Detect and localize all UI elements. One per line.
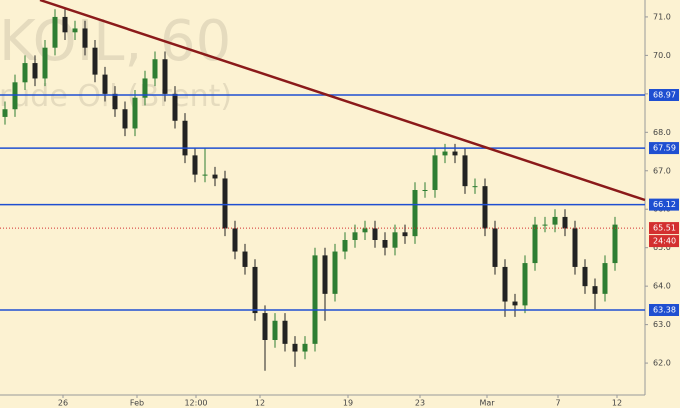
candle-body — [32, 63, 38, 79]
candle-body — [532, 224, 538, 264]
x-tick-label: 26 — [58, 399, 68, 408]
y-tick-label: 64.0 — [653, 282, 671, 291]
candle-body — [592, 286, 598, 294]
candle-body — [332, 251, 338, 294]
candle-body — [282, 320, 288, 344]
candle-body — [82, 28, 88, 48]
candle-body — [12, 82, 18, 110]
y-tick-label: 67.0 — [653, 166, 671, 175]
last-price-label: 65.51 — [653, 224, 676, 233]
candle-body — [62, 16, 68, 33]
x-tick-label: Feb — [130, 399, 144, 408]
candle-body — [72, 28, 78, 33]
candle-body — [402, 232, 408, 237]
candle-body — [182, 120, 188, 156]
candle-body — [312, 255, 318, 344]
symbol-watermark: UKOIL, 60 — [0, 9, 231, 74]
candle-body — [112, 93, 118, 110]
candle-body — [472, 186, 478, 188]
level-label: 68.97 — [653, 91, 676, 100]
candle-body — [122, 109, 128, 129]
y-tick-label: 70.0 — [653, 51, 671, 60]
candle-body — [222, 178, 228, 229]
candle-body — [602, 263, 608, 294]
candle-body — [492, 228, 498, 267]
candle-body — [132, 97, 138, 129]
level-label: 66.12 — [653, 200, 676, 209]
candle-body — [192, 155, 198, 175]
candle-body — [252, 266, 258, 314]
candle-body — [342, 240, 348, 252]
x-tick-label: 23 — [415, 399, 425, 408]
candle-body — [512, 301, 518, 306]
candle-body — [142, 78, 148, 98]
y-tick-label: 63.0 — [653, 320, 671, 329]
candle-body — [432, 155, 438, 190]
candle-body — [552, 216, 558, 225]
candle-body — [52, 16, 58, 48]
level-tag — [649, 198, 679, 211]
candle-body — [172, 93, 178, 121]
candle-body — [412, 190, 418, 237]
x-tick-label: 19 — [343, 399, 353, 408]
candle-body — [202, 174, 208, 176]
candle-body — [422, 190, 428, 191]
x-tick-label: 12 — [255, 399, 265, 408]
level-tag — [649, 89, 679, 101]
candle-body — [612, 224, 618, 264]
candle-body — [262, 313, 268, 340]
y-tick-label: 71.0 — [653, 12, 671, 21]
candle-body — [352, 232, 358, 240]
candle-body — [372, 228, 378, 240]
candle-body — [542, 224, 548, 226]
candle-body — [452, 151, 458, 156]
candle-body — [442, 151, 448, 156]
y-tick-label: 62.0 — [653, 359, 671, 368]
x-tick-label: Mar — [479, 399, 495, 408]
candle-body — [292, 343, 298, 352]
candle-body — [382, 240, 388, 248]
candle-body — [582, 266, 588, 287]
candle-body — [322, 255, 328, 294]
candle-body — [2, 109, 8, 117]
level-label: 67.59 — [653, 144, 676, 153]
candle-body — [42, 47, 48, 79]
y-tick-label: 65.0 — [653, 243, 671, 252]
candle-body — [502, 266, 508, 302]
timer-label: 24:40 — [653, 237, 676, 246]
x-tick-label: 12 — [612, 399, 622, 408]
candle-body — [102, 74, 108, 94]
last-price-tag — [649, 222, 679, 235]
candle-body — [92, 47, 98, 75]
candle-body — [362, 228, 368, 233]
candle-body — [162, 59, 168, 94]
x-tick-label: 7 — [555, 399, 560, 408]
candle-body — [242, 251, 248, 267]
candle-body — [212, 174, 218, 179]
timer-tag — [649, 235, 679, 248]
candle-body — [482, 186, 488, 229]
candle-body — [522, 263, 528, 306]
candle-body — [232, 228, 238, 252]
candle-body — [272, 320, 278, 340]
candle-body — [562, 216, 568, 229]
level-tag — [649, 142, 679, 155]
candle-body — [22, 63, 28, 83]
x-tick-label: 12:00 — [184, 399, 207, 408]
candle-body — [302, 343, 308, 352]
trend-line — [39, 0, 646, 202]
candle-body — [462, 155, 468, 187]
level-tag — [649, 304, 679, 316]
candle-body — [152, 59, 158, 79]
level-label: 63.38 — [653, 306, 676, 315]
y-tick-label: 68.0 — [653, 128, 671, 137]
candle-body — [572, 228, 578, 267]
candle-body — [392, 232, 398, 248]
